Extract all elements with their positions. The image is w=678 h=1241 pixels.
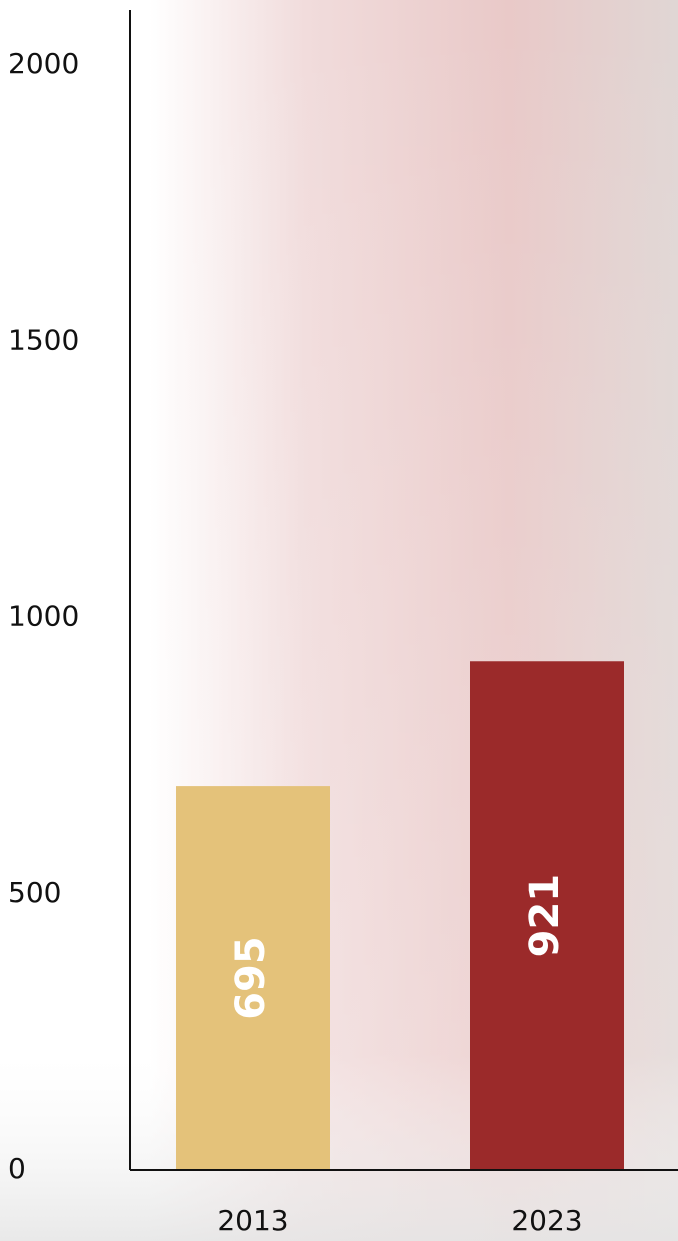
chart: 0 500 1000 1500 2000 695 2013 921 2023	[0, 0, 678, 1241]
value-label: 921	[522, 874, 568, 958]
y-tick-label: 2000	[8, 47, 79, 80]
y-tick-label: 0	[8, 1152, 26, 1185]
y-tick-label: 1000	[8, 600, 79, 633]
y-tick-label: 500	[8, 876, 61, 909]
y-tick-label: 1500	[8, 323, 79, 356]
x-tick-label: 2023	[511, 1204, 582, 1237]
value-label: 695	[228, 936, 274, 1020]
x-tick-label: 2013	[217, 1204, 288, 1237]
